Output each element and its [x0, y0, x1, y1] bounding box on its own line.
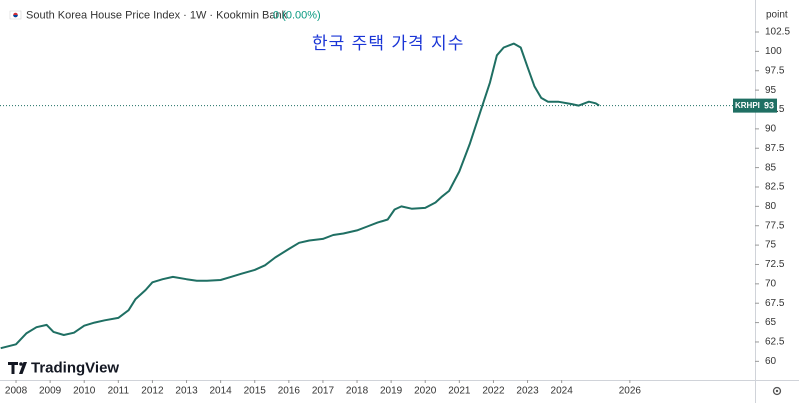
x-tick-label: 2010: [73, 386, 96, 397]
price-tag-value: 93: [764, 100, 774, 110]
y-tick-label: 97.5: [765, 65, 785, 76]
settings-icon[interactable]: [772, 386, 782, 396]
x-tick-label: 2023: [516, 386, 539, 397]
x-tick-label: 2012: [141, 386, 164, 397]
y-tick-label: 90: [765, 124, 777, 135]
y-tick-label: 75: [765, 240, 777, 251]
x-tick-label: 2016: [278, 386, 301, 397]
x-tick-label: 2021: [448, 386, 471, 397]
y-tick-label: 60: [765, 356, 777, 367]
change-label: 0 (0.00%): [273, 9, 321, 21]
y-tick-label: 85: [765, 162, 777, 173]
y-tick-label: 87.5: [765, 143, 785, 154]
brand-logo: [8, 362, 27, 374]
y-tick-label: 65: [765, 317, 777, 328]
brand-name: TradingView: [31, 359, 119, 376]
x-tick-label: 2013: [175, 386, 198, 397]
y-tick-label: 100: [765, 46, 782, 57]
price-tag-bg: [733, 98, 777, 113]
y-tick-label: 80: [765, 201, 777, 212]
price-tag-name: KRHPI: [735, 101, 760, 110]
x-tick-label: 2022: [482, 386, 505, 397]
series-line: [0, 42, 600, 350]
y-axis-unit: point: [766, 10, 788, 21]
chart-title: South Korea House Price Index · 1W · Koo…: [26, 9, 288, 21]
y-tick-label: 102.5: [765, 27, 790, 38]
x-tick-label: 2009: [39, 386, 62, 397]
x-tick-label: 2019: [380, 386, 403, 397]
x-tick-label: 2017: [312, 386, 335, 397]
x-tick-label: 2008: [5, 386, 28, 397]
annotation: 한국 주택 가격 지수: [312, 34, 464, 54]
y-tick-label: 67.5: [765, 298, 785, 309]
y-tick-label: 70: [765, 278, 777, 289]
x-tick-label: 2024: [551, 386, 574, 397]
x-tick-label: 2015: [244, 386, 267, 397]
x-tick-label: 2020: [414, 386, 437, 397]
x-tick-label: 2018: [346, 386, 369, 397]
y-tick-label: 72.5: [765, 259, 785, 270]
flag-icon: [9, 10, 22, 20]
x-tick-label: 2011: [108, 386, 130, 397]
y-tick-label: 62.5: [765, 337, 785, 348]
y-tick-label: 82.5: [765, 182, 785, 193]
x-tick-label: 2014: [210, 386, 233, 397]
x-tick-label: 2026: [619, 386, 642, 397]
y-tick-label: 77.5: [765, 220, 785, 231]
y-tick-label: 95: [765, 85, 777, 96]
